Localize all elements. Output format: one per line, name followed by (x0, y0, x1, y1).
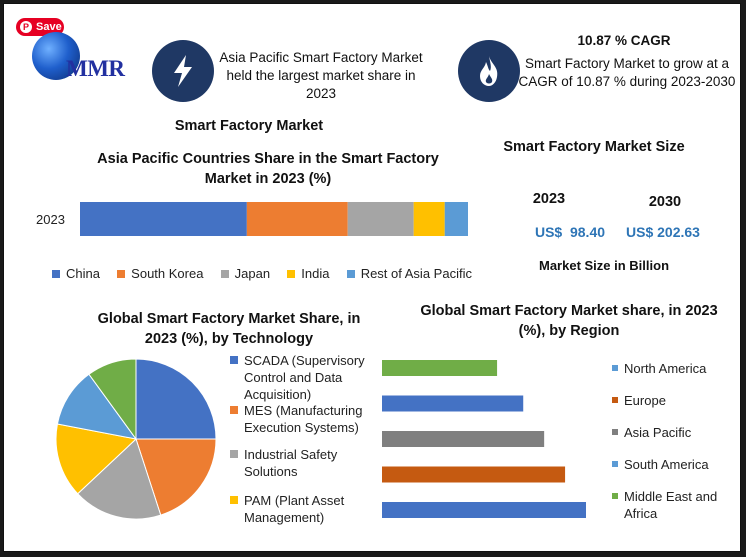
legend-swatch (612, 397, 618, 403)
legend-label: SCADA (Supervisory Control and Data Acqu… (244, 353, 365, 402)
region-legend-item: North America (612, 360, 732, 377)
infographic-frame: P Save MMR Asia Pacific Smart Factory Ma… (3, 3, 741, 552)
country-legend-item: Rest of Asia Pacific (346, 266, 472, 282)
info-right-text: Smart Factory Market to grow at a CAGR o… (518, 56, 736, 89)
legend-label: South America (624, 457, 709, 472)
stacked-segment-0 (80, 202, 247, 236)
legend-label: North America (624, 361, 707, 376)
market-size-title: Smart Factory Market Size (503, 139, 685, 155)
legend-label: Asia Pacific (624, 425, 692, 440)
stacked-category-label: 2023 (36, 212, 65, 227)
technology-chart-title: Global Smart Factory Market Share, in 20… (97, 311, 361, 347)
legend-label: India (301, 266, 330, 281)
pinterest-icon: P (20, 21, 32, 33)
legend-swatch (612, 365, 618, 371)
country-legend-item: India (287, 266, 329, 282)
region-legend-item: Asia Pacific (612, 424, 732, 441)
legend-swatch (612, 461, 618, 467)
stacked-segment-2 (347, 202, 414, 236)
flame-icon (458, 40, 520, 102)
country-stacked-chart: 2023 (36, 202, 468, 236)
pie-slice-5 (88, 358, 137, 441)
country-legend-item: China (52, 266, 100, 282)
legend-label: Japan (234, 266, 271, 281)
legend-swatch (52, 270, 60, 278)
region-bar-chart (382, 360, 586, 518)
stacked-segment-1 (246, 202, 348, 236)
legend-swatch (612, 493, 618, 499)
country-legend: China South Korea Japan India Rest of Asia P… (52, 266, 472, 282)
legend-label: Industrial Safety Solutions (244, 447, 338, 479)
region-bar-4 (382, 502, 586, 518)
lightning-icon (152, 40, 214, 102)
legend-swatch (287, 270, 296, 278)
technology-legend-item: SCADA (Supervisory Control and Data Acqu… (230, 352, 370, 403)
legend-label: Europe (624, 393, 666, 408)
technology-legend-item: Industrial Safety Solutions (230, 446, 370, 480)
legend-swatch (220, 270, 229, 278)
cagr-title: 10.87 % CAGR (577, 33, 671, 48)
legend-swatch (612, 429, 618, 435)
region-bar-3 (382, 466, 566, 483)
region-legend-item: Middle East and Africa (612, 488, 732, 522)
region-bar-1 (382, 395, 524, 412)
region-bar-0 (382, 360, 498, 376)
pie-slice-1 (135, 438, 217, 516)
year-2030: 2030 (648, 194, 682, 210)
region-legend-item: South America (612, 456, 732, 473)
region-chart-title: Global Smart Factory Market share, in 20… (420, 303, 718, 339)
technology-legend-item: PAM (Plant Asset Management) (230, 492, 370, 526)
value-2023: US$ 98.40 (534, 224, 606, 240)
legend-swatch (230, 450, 238, 458)
stacked-segment-3 (413, 202, 445, 236)
legend-swatch (346, 270, 355, 278)
legend-label: China (66, 266, 100, 281)
stacked-segment-4 (444, 202, 468, 236)
pie-slice-0 (135, 358, 217, 440)
legend-swatch (117, 270, 126, 278)
legend-swatch (230, 496, 238, 504)
legend-swatch (230, 406, 238, 414)
logo-text: MMR (66, 56, 125, 81)
country-chart-title: Asia Pacific Countries Share in the Smar… (97, 151, 439, 187)
legend-label: MES (Manufacturing Execution Systems) (244, 403, 363, 435)
legend-swatch (230, 356, 238, 364)
legend-label: Rest of Asia Pacific (360, 266, 472, 281)
region-bar-2 (382, 431, 545, 447)
country-legend-item: South Korea (117, 266, 203, 282)
pie-slice-2 (76, 438, 162, 520)
country-legend-item: Japan (220, 266, 271, 282)
year-2023: 2023 (532, 191, 566, 207)
pie-slice-4 (56, 373, 138, 440)
legend-label: Middle East and Africa (624, 489, 718, 521)
info-left-text: Asia Pacific Smart Factory Market held t… (219, 50, 423, 101)
market-size-footer: Market Size in Billion (538, 258, 670, 273)
save-label: Save (36, 21, 62, 33)
technology-pie-chart (55, 358, 217, 520)
legend-label: South Korea (131, 266, 204, 281)
main-title: Smart Factory Market (174, 118, 324, 134)
technology-legend-item: MES (Manufacturing Execution Systems) (230, 402, 370, 436)
legend-label: PAM (Plant Asset Management) (244, 493, 345, 525)
globe-logo-icon (32, 32, 80, 80)
save-button[interactable]: P Save (16, 18, 64, 36)
pie-slice-3 (55, 423, 138, 495)
region-legend-item: Europe (612, 392, 732, 409)
value-2030: US$ 202.63 (626, 224, 700, 240)
